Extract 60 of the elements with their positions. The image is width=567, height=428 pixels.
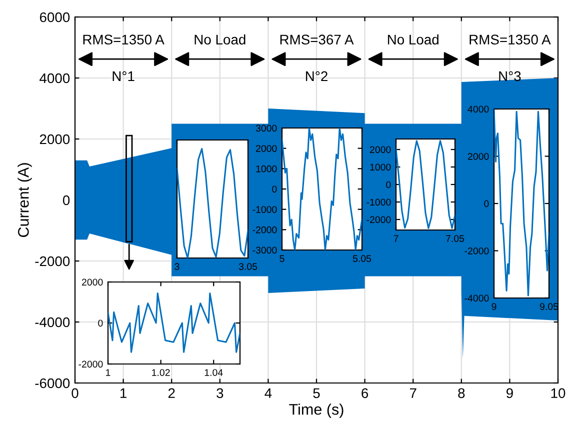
y-tick-label: 0 <box>62 195 70 206</box>
x-tick-label: 5.05 <box>352 255 372 262</box>
x-tick-label: 9 <box>506 388 513 398</box>
y-tick-label: 2000 <box>256 145 277 152</box>
x-tick-label: 6 <box>362 388 368 398</box>
x-tick-label: 7 <box>394 235 398 242</box>
y-tick-label: 0 <box>98 320 103 327</box>
y-tick-label: 6000 <box>40 12 70 22</box>
annotation: RMS=367 A <box>280 34 354 45</box>
y-tick-label: 2000 <box>82 278 103 286</box>
line-series <box>108 292 240 353</box>
annotation: RMS=1350 A <box>83 34 164 45</box>
x-tick-label: 1 <box>106 369 110 376</box>
y-tick-label: 2000 <box>370 146 391 154</box>
y-tick-label: 4000 <box>468 106 489 113</box>
x-tick-label: 3.05 <box>238 263 258 270</box>
x-tick-label: 8 <box>458 388 465 398</box>
y-tick-label: -4000 <box>464 294 489 302</box>
annotation: N°2 <box>306 71 328 81</box>
x-tick-label: 9.05 <box>540 303 558 310</box>
x-tick-label: 7.05 <box>446 235 464 242</box>
y-tick-label: -1000 <box>252 206 277 213</box>
y-tick-label: 2000 <box>468 152 489 160</box>
y-tick-label: -2000 <box>366 216 391 224</box>
y-tick-label: 1000 <box>256 165 277 172</box>
y-tick-label: -3000 <box>252 246 277 254</box>
x-tick-label: 3 <box>174 263 180 270</box>
y-tick-label: 0 <box>386 181 391 188</box>
annotation: No Load <box>194 34 246 45</box>
x-tick-label: 10 <box>551 388 566 398</box>
x-tick-label: 4 <box>264 388 272 398</box>
x-tick-label: 9 <box>492 303 496 310</box>
annotation: RMS=1350 A <box>470 34 551 45</box>
y-tick-label: -2000 <box>35 256 70 266</box>
y-tick-label: 3000 <box>256 124 277 132</box>
annotation: No Load <box>388 34 438 45</box>
y-tick-label: 0 <box>484 200 489 208</box>
x-tick-label: 1.04 <box>204 369 223 376</box>
y-tick-label: 2000 <box>40 134 70 144</box>
y-tick-label: -2000 <box>464 247 489 254</box>
y-tick-label: -2000 <box>252 226 277 234</box>
y-tick-label: -1000 <box>366 198 391 206</box>
x-tick-label: 0 <box>72 388 78 398</box>
x-tick-label: 7 <box>410 388 416 398</box>
annotation: N°3 <box>499 71 521 82</box>
x-tick-label: 5 <box>313 388 320 398</box>
y-tick-label: 0 <box>272 186 277 193</box>
y-axis-title: Current (A) <box>18 163 32 237</box>
x-axis-title: Time (s) <box>289 404 344 418</box>
y-tick-label: -6000 <box>35 378 70 388</box>
annotation: N°1 <box>112 71 134 81</box>
x-tick-label: 1 <box>120 388 126 398</box>
y-tick-label: -2000 <box>78 360 103 368</box>
x-tick-label: 2 <box>168 388 175 398</box>
x-tick-label: 1.02 <box>152 369 170 376</box>
x-tick-label: 5 <box>280 255 284 262</box>
y-tick-label: 1000 <box>370 164 391 171</box>
y-tick-label: -4000 <box>35 317 70 328</box>
y-tick-label: 4000 <box>40 73 70 84</box>
x-tick-label: 3 <box>216 388 224 398</box>
